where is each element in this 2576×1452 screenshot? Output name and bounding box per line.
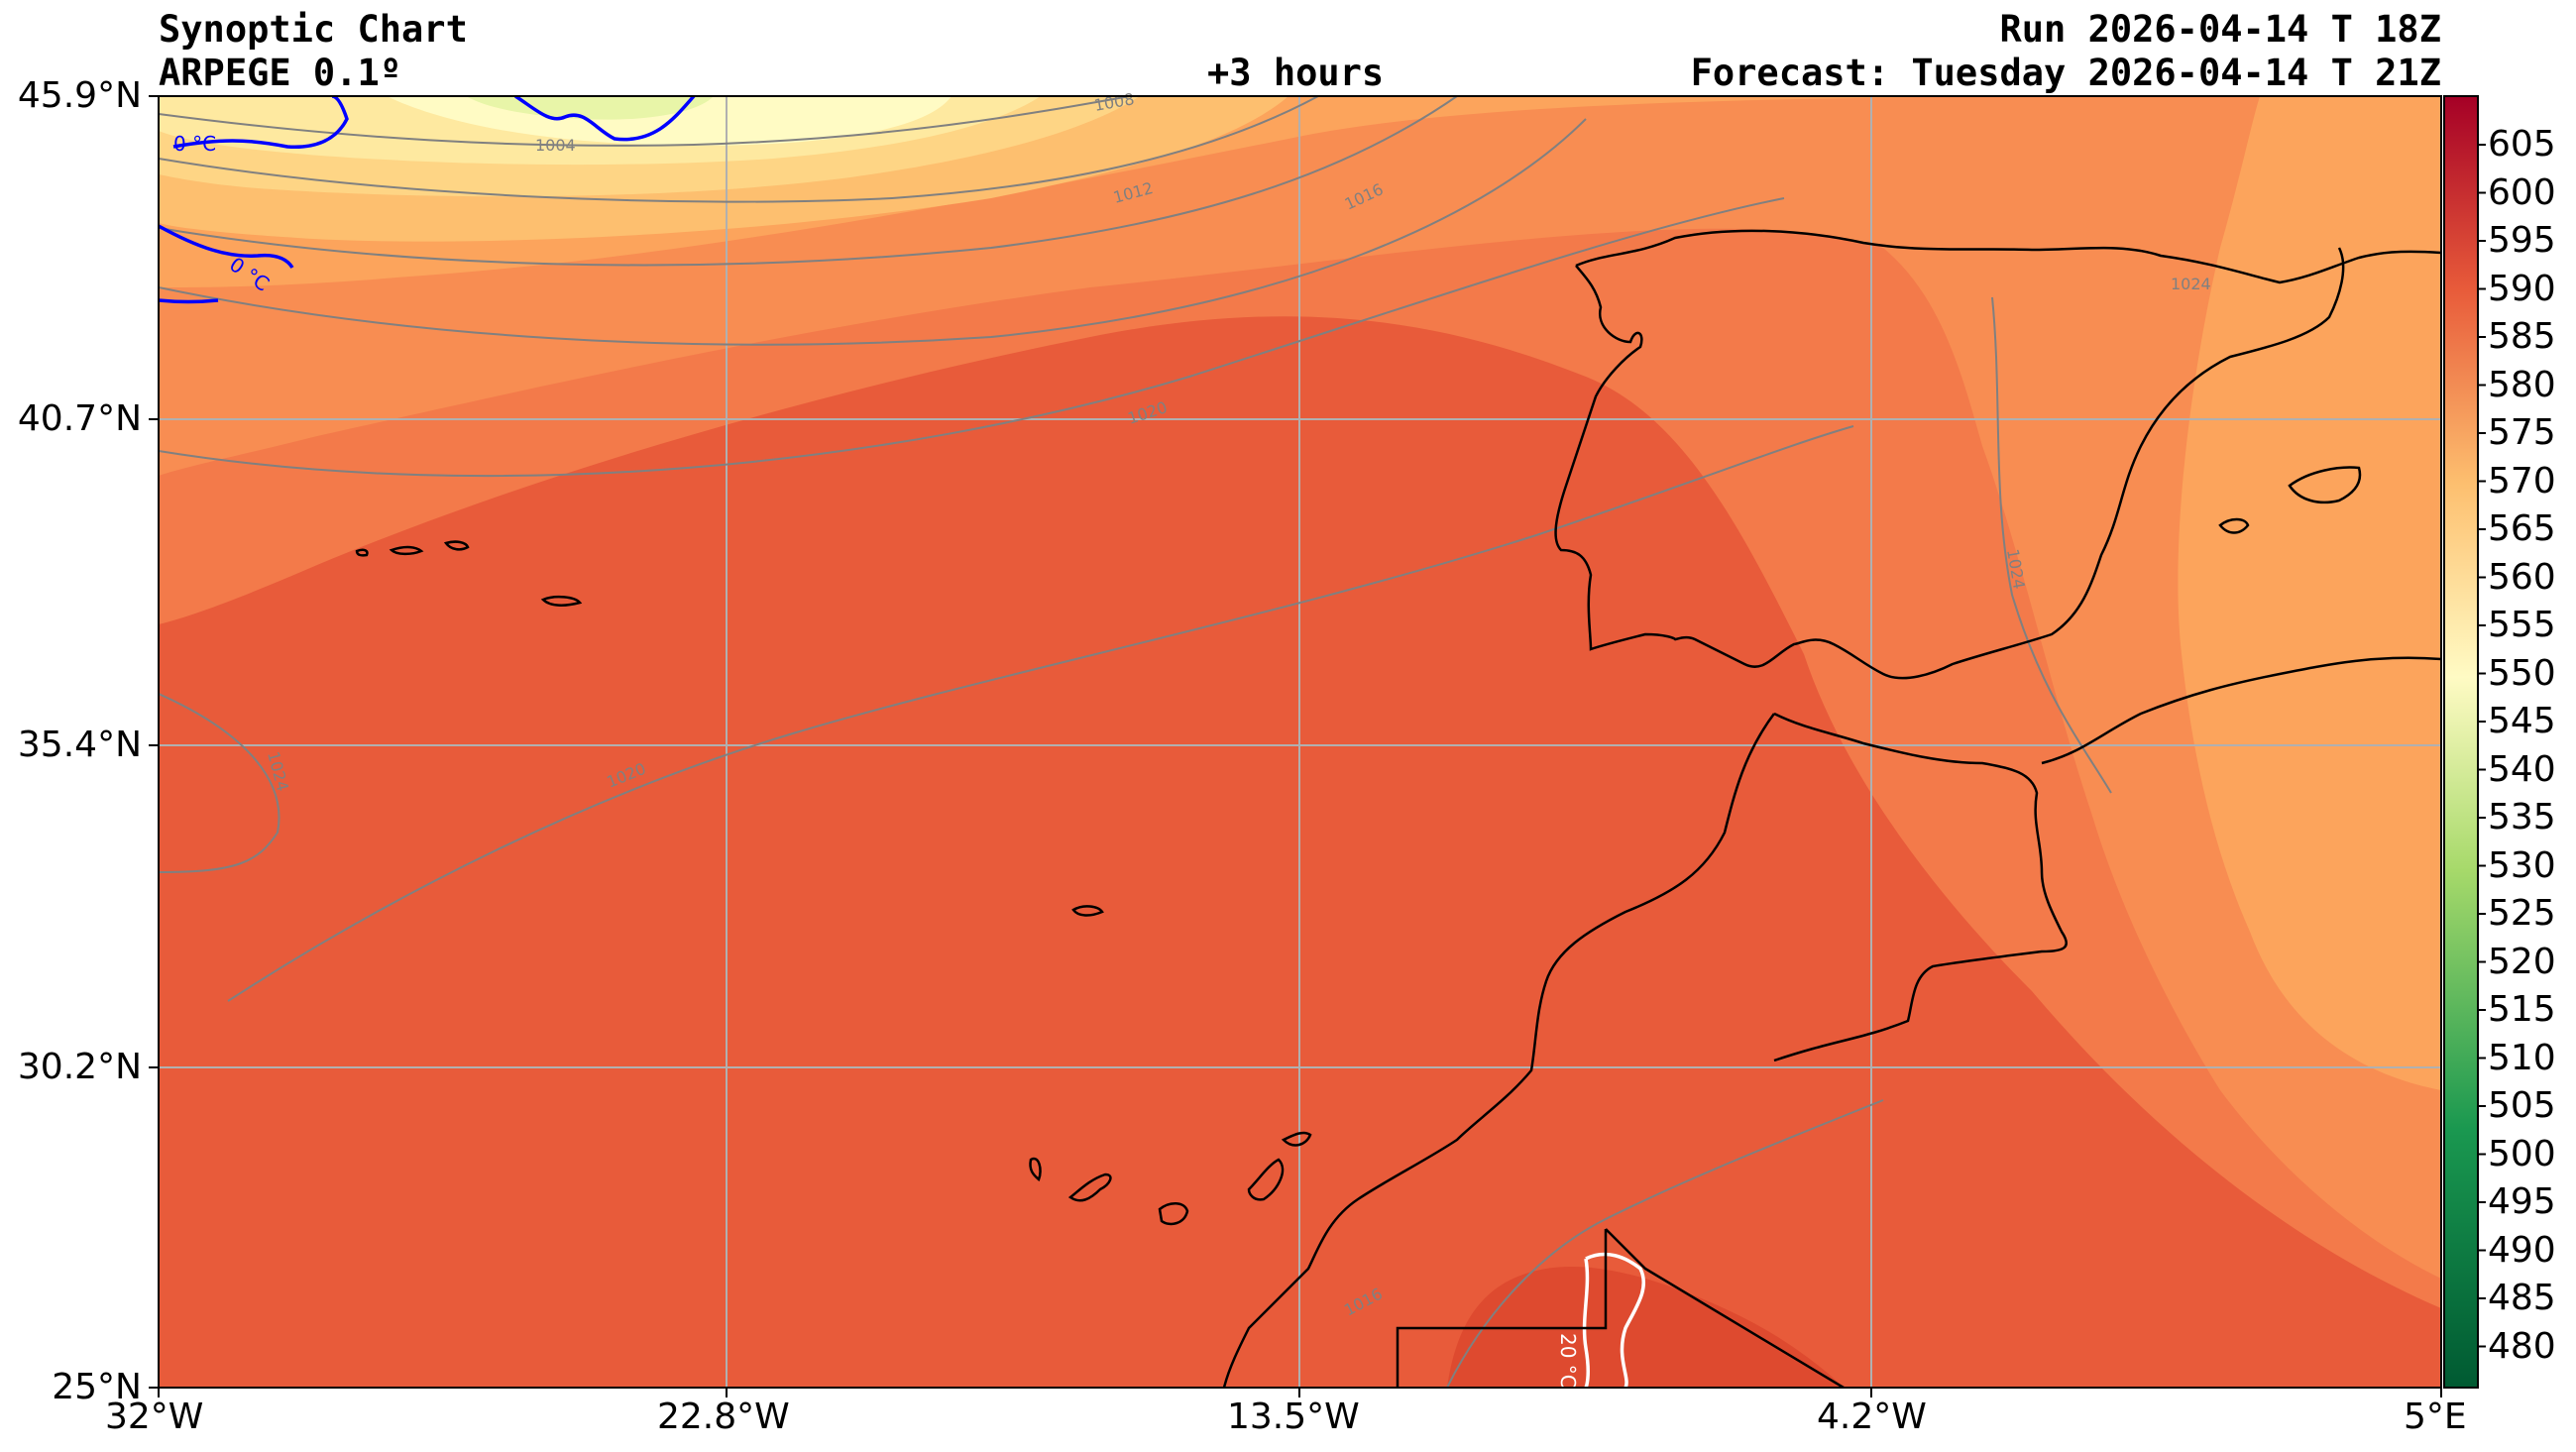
border-algeria	[1773, 712, 2068, 1062]
colorbar-label: 540	[2488, 748, 2556, 790]
colorbar-label: 505	[2488, 1085, 2556, 1126]
colorbar-label: 515	[2488, 989, 2556, 1030]
band-540	[466, 96, 714, 120]
colorbar-label: 545	[2488, 701, 2556, 741]
colorbar	[2443, 95, 2479, 1389]
azores-4	[355, 548, 369, 557]
colorbar-label: 480	[2488, 1325, 2556, 1367]
colorbar-label: 510	[2488, 1037, 2556, 1078]
band-585	[1447, 1267, 1844, 1388]
isobar-label: 1024	[2171, 275, 2211, 293]
chart-title: Synoptic Chart	[159, 8, 468, 51]
colorbar-label: 600	[2488, 171, 2556, 213]
colorbar-label: 555	[2488, 605, 2556, 645]
colorbar-label: 520	[2488, 941, 2556, 982]
colorbar-label: 495	[2488, 1181, 2556, 1222]
coastlines	[355, 229, 2441, 1388]
colorbar-label: 535	[2488, 797, 2556, 838]
lead-time: +3 hours	[1207, 52, 1385, 94]
colorbar-label: 500	[2488, 1133, 2556, 1174]
isobars	[159, 96, 2112, 1388]
border-mediterranean	[2041, 656, 2441, 765]
lat-label: 40.7°N	[17, 398, 142, 439]
isobar-label: 1004	[535, 136, 576, 155]
colorbar-label: 590	[2488, 268, 2556, 309]
run-time: Run 2026-04-14 T 18Z	[1999, 8, 2441, 51]
colorbar-label: 490	[2488, 1229, 2556, 1271]
model-name: ARPEGE 0.1º	[159, 52, 402, 94]
canary-4	[1247, 1158, 1285, 1201]
colorbar-label: 595	[2488, 220, 2556, 261]
colorbar-label: 530	[2488, 844, 2556, 886]
colorbar-label: 605	[2488, 124, 2556, 165]
forecast-time: Forecast: Tuesday 2026-04-14 T 21Z	[1690, 52, 2441, 94]
lon-label: 13.5°W	[1227, 1396, 1360, 1437]
graticule	[159, 96, 2441, 1388]
canary-3	[1158, 1202, 1189, 1226]
madeira	[1071, 905, 1104, 917]
lon-label: 22.8°W	[657, 1396, 790, 1437]
canary-2	[1067, 1173, 1112, 1202]
colorbar-label: 585	[2488, 316, 2556, 357]
colorbar-label: 485	[2488, 1278, 2556, 1318]
canary-5	[1281, 1131, 1312, 1147]
colorbar-label: 560	[2488, 556, 2556, 598]
lat-label: 30.2°N	[17, 1047, 142, 1087]
isotherm-label: 20 °C	[1556, 1333, 1580, 1389]
canary-1	[1029, 1157, 1042, 1182]
colorbar-label: 575	[2488, 412, 2556, 453]
isotherms	[159, 96, 1646, 1388]
colorbar-label: 570	[2488, 460, 2556, 502]
lon-label: 32°W	[105, 1396, 204, 1437]
isotherm-label: 0 °C	[173, 132, 216, 156]
border-mauritania	[1396, 1228, 1845, 1388]
balearic-mallorca	[2288, 466, 2362, 504]
lon-label: 5°E	[2404, 1396, 2467, 1437]
azores-1	[389, 545, 424, 556]
azores-2	[443, 540, 470, 551]
lat-label: 25°N	[52, 1367, 142, 1407]
iberia-coast	[1554, 229, 2441, 680]
colorbar-label: 550	[2488, 652, 2556, 694]
colorbar-label: 565	[2488, 508, 2556, 549]
azores-3	[540, 595, 583, 607]
morocco-coast	[1222, 713, 1776, 1388]
colorbar-label: 580	[2488, 364, 2556, 405]
colorbar-label: 525	[2488, 893, 2556, 934]
lat-label: 45.9°N	[17, 75, 142, 116]
axis-ticks	[149, 95, 2442, 1397]
lon-label: 4.2°W	[1817, 1396, 1927, 1437]
balearic-ibiza	[2218, 517, 2250, 534]
lat-label: 35.4°N	[17, 725, 142, 765]
